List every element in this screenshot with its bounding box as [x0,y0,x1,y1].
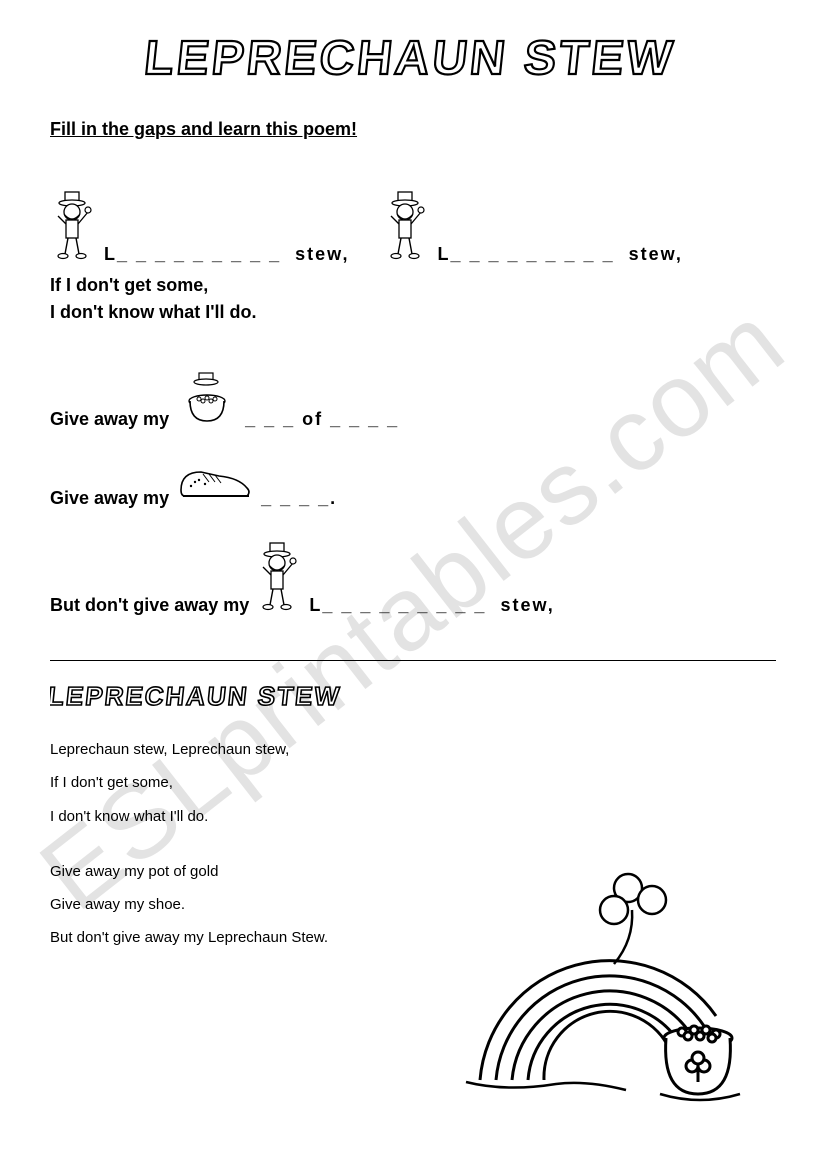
line6-prefix: But don't give away my [50,595,249,616]
poem-line-3: I don't know what I'll do. [50,302,776,323]
answer-line: I don't know what I'll do. [50,805,776,828]
section-divider [50,660,776,661]
gap-text[interactable]: _ _ _ of _ _ _ _ [245,409,399,430]
answer-line: If I don't get some, [50,771,776,794]
poem-line-2: If I don't get some, [50,275,776,296]
instruction-text: Fill in the gaps and learn this poem! [50,119,776,140]
leprechaun-icon [383,190,431,265]
line4-prefix: Give away my [50,409,169,430]
line5-prefix: Give away my [50,488,169,509]
leprechaun-icon [255,541,303,616]
leprechaun-icon [50,190,98,265]
answer-line: Leprechaun stew, Leprechaun stew, [50,738,776,761]
poem-line-4: Give away my _ _ _ of _ _ _ _ [50,371,776,430]
answer-title: LEPRECHAUN STEW [50,679,776,720]
gap-text[interactable]: _ _ _ _. [261,488,337,509]
title-svg: LEPRECHAUN STEW [63,28,763,92]
shoe-icon [175,462,255,509]
rainbow-pot-clover-icon [460,860,760,1125]
gap-text[interactable]: L_ _ _ _ _ _ _ _ _ stew, [437,244,682,265]
pot-of-gold-icon [175,371,239,430]
poem-line-5: Give away my _ _ _ _. [50,462,776,509]
answer-title-text: LEPRECHAUN STEW [50,681,343,711]
gap-text[interactable]: L_ _ _ _ _ _ _ _ _ stew, [104,244,349,265]
poem-line-1: L_ _ _ _ _ _ _ _ _ stew, [50,190,776,265]
title-text: LEPRECHAUN STEW [142,31,678,85]
poem-line-6: But don't give away my L_ _ _ [50,541,776,616]
worksheet-page: LEPRECHAUN STEW Fill in the gaps and lea… [0,0,826,990]
poem-fill-block: L_ _ _ _ _ _ _ _ _ stew, [50,190,776,616]
gap-text[interactable]: L_ _ _ _ _ _ _ _ _ stew, [309,595,554,616]
main-title: LEPRECHAUN STEW [50,28,776,97]
